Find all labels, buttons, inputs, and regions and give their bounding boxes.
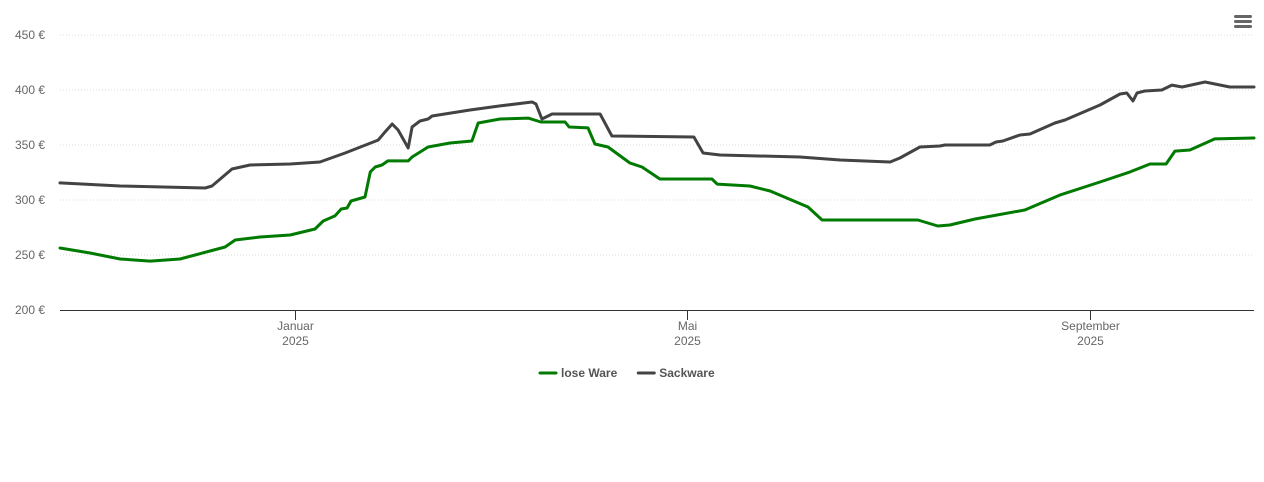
x-tick-label: Mai bbox=[678, 319, 697, 333]
legend-item[interactable]: Sackware bbox=[636, 366, 715, 380]
x-tick-sublabel: 2025 bbox=[674, 334, 701, 348]
menu-bar bbox=[1234, 20, 1252, 23]
y-axis: 200 € 250 € 300 € 350 € 400 € 450 € bbox=[15, 28, 45, 317]
menu-bar bbox=[1234, 15, 1252, 18]
series-line-sackware[interactable] bbox=[58, 80, 1256, 190]
y-tick-label: 350 € bbox=[15, 138, 45, 152]
y-tick-label: 300 € bbox=[15, 193, 45, 207]
series-line-lose-ware[interactable] bbox=[58, 116, 1256, 263]
grid-lines bbox=[60, 34, 1254, 256]
legend: lose Ware Sackware bbox=[538, 366, 715, 380]
x-tick-sublabel: 2025 bbox=[1077, 334, 1104, 348]
x-tick-sublabel: 2025 bbox=[282, 334, 309, 348]
y-tick-label: 400 € bbox=[15, 83, 45, 97]
y-tick-label: 250 € bbox=[15, 248, 45, 262]
legend-label: lose Ware bbox=[561, 366, 618, 380]
legend-label: Sackware bbox=[659, 366, 715, 380]
x-tick-label: Januar bbox=[277, 319, 314, 333]
y-tick-label: 450 € bbox=[15, 28, 45, 42]
x-tick-label: September bbox=[1061, 319, 1120, 333]
series-lines bbox=[58, 80, 1256, 263]
legend-item[interactable]: lose Ware bbox=[538, 366, 618, 380]
menu-bar bbox=[1234, 25, 1252, 28]
hamburger-menu-icon[interactable] bbox=[1234, 14, 1252, 30]
y-tick-label: 200 € bbox=[15, 303, 45, 317]
